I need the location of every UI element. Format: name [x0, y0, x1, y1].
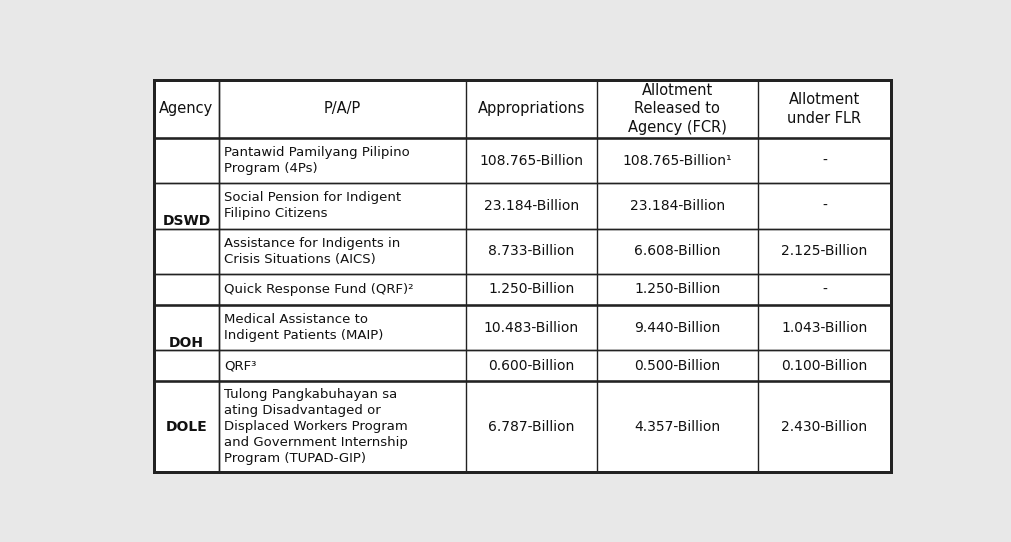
Text: 4.357-Billion: 4.357-Billion — [634, 420, 720, 434]
Text: Quick Response Fund (QRF)²: Quick Response Fund (QRF)² — [224, 283, 413, 296]
Text: P/A/P: P/A/P — [324, 101, 361, 117]
Text: 8.733-Billion: 8.733-Billion — [488, 244, 574, 258]
Text: Assistance for Indigents in
Crisis Situations (AICS): Assistance for Indigents in Crisis Situa… — [224, 237, 400, 266]
Text: 6.787-Billion: 6.787-Billion — [487, 420, 574, 434]
Text: DOLE: DOLE — [166, 420, 207, 434]
Text: 108.765-Billion¹: 108.765-Billion¹ — [622, 153, 732, 167]
Text: 9.440-Billion: 9.440-Billion — [634, 320, 720, 334]
Text: 0.100-Billion: 0.100-Billion — [780, 359, 866, 373]
Text: 1.250-Billion: 1.250-Billion — [488, 282, 574, 296]
Text: 23.184-Billion: 23.184-Billion — [629, 199, 724, 213]
Text: Appropriations: Appropriations — [477, 101, 584, 117]
Text: 1.043-Billion: 1.043-Billion — [780, 320, 866, 334]
Text: -: - — [821, 199, 826, 213]
Text: Tulong Pangkabuhayan sa
ating Disadvantaged or
Displaced Workers Program
and Gov: Tulong Pangkabuhayan sa ating Disadvanta… — [224, 388, 407, 465]
Text: Pantawid Pamilyang Pilipino
Program (4Ps): Pantawid Pamilyang Pilipino Program (4Ps… — [224, 146, 409, 175]
Text: 10.483-Billion: 10.483-Billion — [483, 320, 578, 334]
Text: 6.608-Billion: 6.608-Billion — [634, 244, 720, 258]
Text: 2.430-Billion: 2.430-Billion — [780, 420, 866, 434]
Text: Agency: Agency — [159, 101, 213, 117]
Text: QRF³: QRF³ — [224, 359, 257, 372]
Text: -: - — [821, 282, 826, 296]
Text: 23.184-Billion: 23.184-Billion — [483, 199, 578, 213]
Text: DSWD: DSWD — [162, 215, 210, 228]
Text: Medical Assistance to
Indigent Patients (MAIP): Medical Assistance to Indigent Patients … — [224, 313, 383, 342]
Text: 108.765-Billion: 108.765-Billion — [479, 153, 583, 167]
Text: 0.500-Billion: 0.500-Billion — [634, 359, 720, 373]
Text: DOH: DOH — [169, 336, 203, 350]
Text: 2.125-Billion: 2.125-Billion — [780, 244, 866, 258]
Text: Allotment
under FLR: Allotment under FLR — [787, 92, 860, 126]
Text: -: - — [821, 153, 826, 167]
Text: 1.250-Billion: 1.250-Billion — [634, 282, 720, 296]
Text: 0.600-Billion: 0.600-Billion — [488, 359, 574, 373]
Text: Allotment
Released to
Agency (FCR): Allotment Released to Agency (FCR) — [628, 83, 726, 135]
Text: Social Pension for Indigent
Filipino Citizens: Social Pension for Indigent Filipino Cit… — [224, 191, 401, 221]
